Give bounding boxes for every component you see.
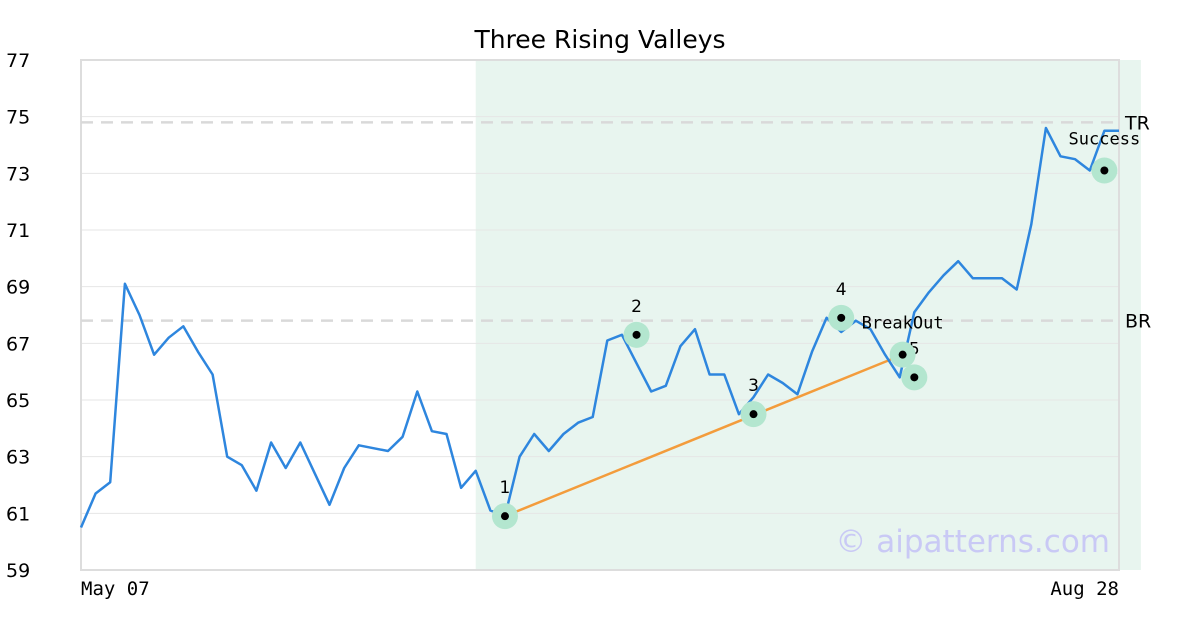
watermark: © aipatterns.com: [835, 524, 1110, 560]
y-tick-label: 67: [6, 333, 30, 355]
point-label: 3: [748, 376, 759, 396]
level-label-tr: TR: [1124, 112, 1150, 134]
y-tick-label: 73: [6, 163, 30, 185]
chart-title: Three Rising Valleys: [473, 25, 725, 54]
level-label-br: BR: [1125, 311, 1151, 333]
price-series-line: [79, 126, 1119, 528]
y-tick-label: 71: [6, 220, 30, 242]
y-tick-label: 61: [6, 503, 30, 525]
annotation-marker: [898, 350, 907, 359]
level-layer: TR BR: [81, 112, 1151, 333]
point-marker: [500, 512, 509, 521]
x-tick-label-last: Aug 28: [1050, 578, 1119, 600]
y-axis: 59 61 63 65 67 69 71 73 75 77: [6, 50, 30, 582]
annotation-label: BreakOut: [862, 314, 944, 334]
pattern-highlight-region: [475, 60, 1141, 570]
point-label: 1: [500, 478, 511, 498]
point-label: 4: [836, 280, 847, 300]
y-tick-label: 69: [6, 277, 30, 299]
y-tick-label: 77: [6, 50, 30, 72]
plot-frame: [80, 59, 1120, 571]
x-tick-label-first: May 07: [81, 578, 150, 600]
background-layer: [475, 60, 1141, 570]
point-marker: [837, 313, 846, 322]
point-marker: [749, 410, 758, 419]
annotation-label: Success: [1069, 130, 1141, 150]
trend-line: [504, 353, 904, 518]
y-tick-label: 63: [6, 447, 30, 469]
point-label: 2: [631, 297, 642, 317]
point-marker: [910, 373, 919, 382]
point-marker: [632, 330, 641, 339]
y-tick-label: 59: [6, 560, 30, 582]
series-layer: [79, 126, 1119, 528]
y-tick-label: 65: [6, 390, 30, 412]
marker-layer: 12345BreakOutSuccess: [491, 130, 1141, 530]
grid-layer: [80, 59, 1120, 571]
annotation-marker: [1100, 166, 1109, 175]
y-tick-label: 75: [6, 107, 30, 129]
